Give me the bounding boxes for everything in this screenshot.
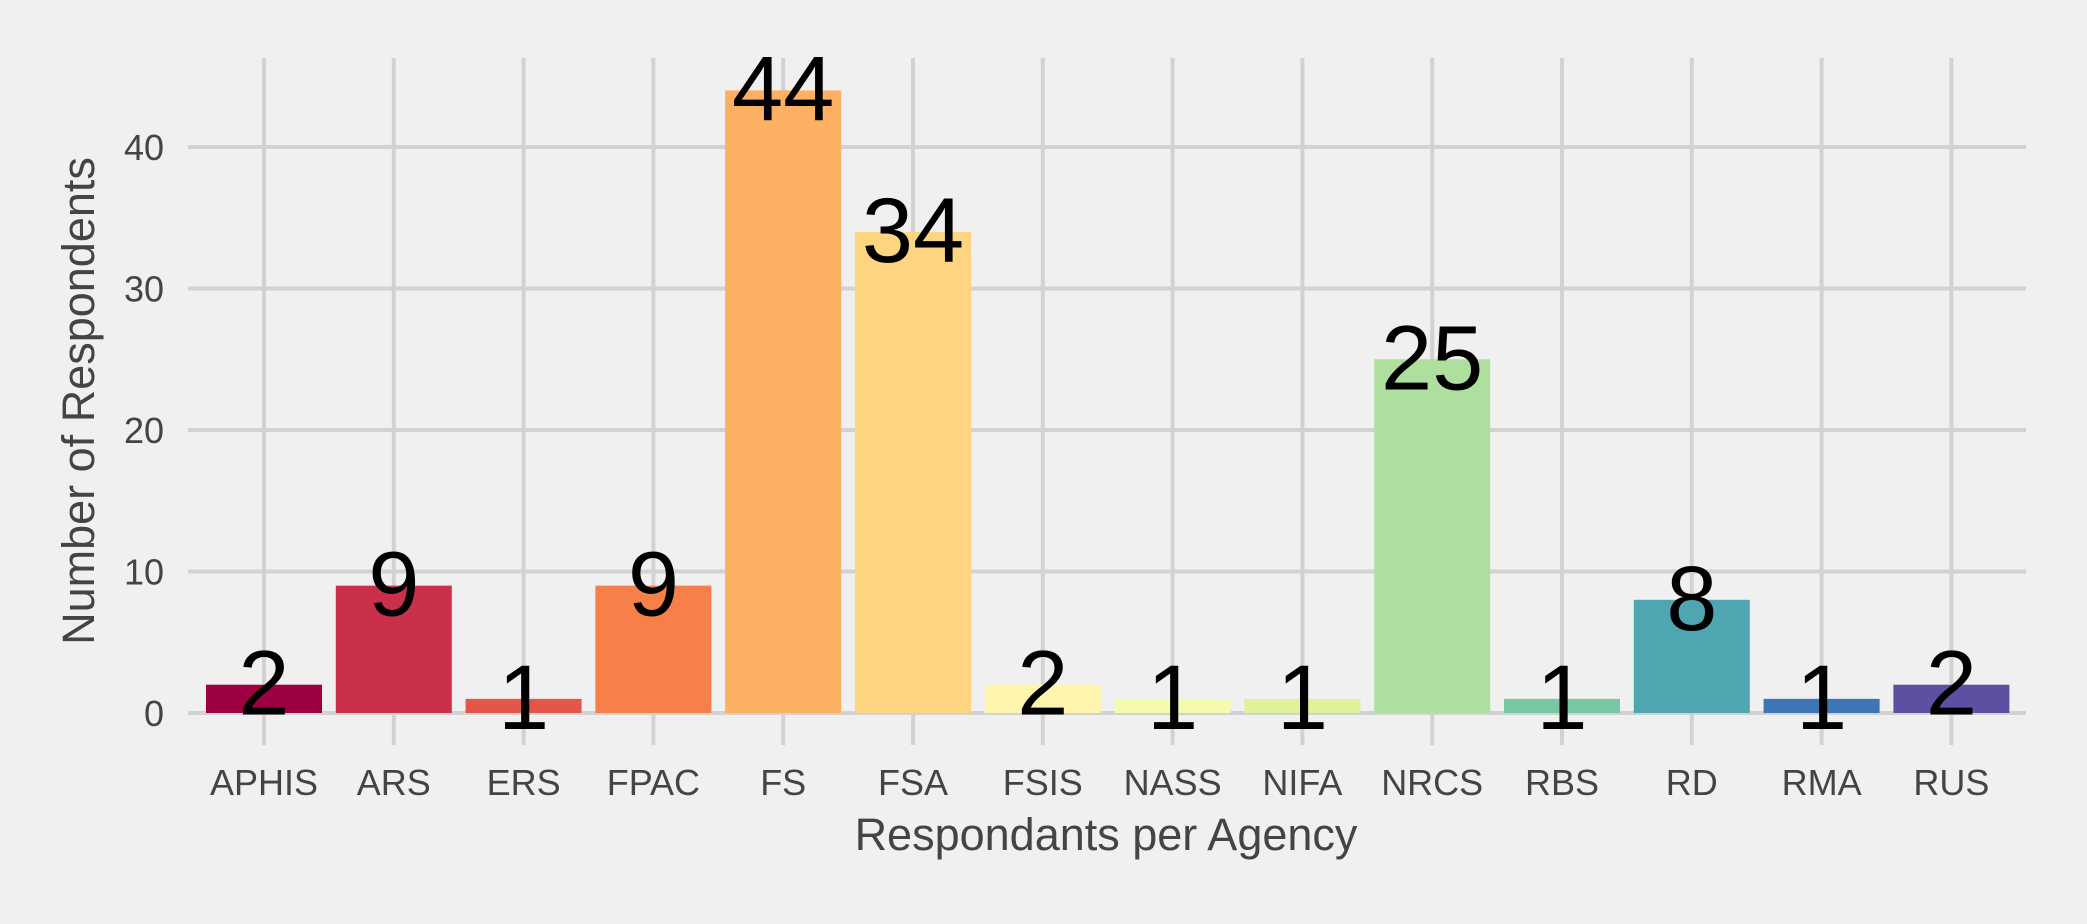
x-tick-label: FSA bbox=[878, 762, 948, 803]
bar-rbs bbox=[1504, 698, 1620, 713]
bar-rus bbox=[1893, 684, 2010, 713]
bar-value-label: 25 bbox=[1381, 307, 1483, 409]
bar-fsa bbox=[855, 231, 971, 713]
x-tick-label: FPAC bbox=[607, 762, 700, 803]
x-tick-label: FS bbox=[760, 762, 806, 803]
bar-value-label: 9 bbox=[628, 534, 679, 636]
x-tick-label: NIFA bbox=[1262, 762, 1342, 803]
bar-value-label: 9 bbox=[368, 534, 419, 636]
bar-value-label: 8 bbox=[1666, 548, 1717, 650]
y-tick-label: 20 bbox=[124, 410, 164, 451]
bar-rma bbox=[1763, 698, 1880, 713]
y-tick-label: 10 bbox=[124, 552, 164, 593]
y-tick-label: 30 bbox=[124, 269, 164, 310]
x-tick-label: ERS bbox=[487, 762, 561, 803]
bars bbox=[206, 90, 2010, 713]
x-tick-label: ARS bbox=[357, 762, 431, 803]
bar-nrcs bbox=[1374, 359, 1491, 713]
bar-fsis bbox=[984, 684, 1101, 713]
bar-fs bbox=[725, 90, 842, 713]
bar-value-label: 1 bbox=[1277, 647, 1328, 749]
bar-rd bbox=[1633, 599, 1750, 713]
x-tick-label: NRCS bbox=[1381, 762, 1483, 803]
horizontal-gridlines bbox=[188, 145, 2026, 715]
bar-value-label: 34 bbox=[862, 180, 964, 282]
x-axis-title: Respondants per Agency bbox=[855, 809, 1358, 860]
bar-value-label: 2 bbox=[1926, 633, 1977, 735]
bar-value-label: 2 bbox=[1017, 633, 1068, 735]
bar-ars bbox=[335, 585, 452, 713]
x-tick-label: FSIS bbox=[1003, 762, 1083, 803]
bar-nifa bbox=[1244, 698, 1361, 713]
bar-nass bbox=[1114, 698, 1231, 713]
x-tick-label: RUS bbox=[1913, 762, 1989, 803]
x-axis-tick-labels: APHIS ARS ERS FPAC FS FSA FSIS NASS NIFA NRCS RBS R… bbox=[210, 762, 1989, 803]
bar-value-label: 2 bbox=[238, 633, 289, 735]
bar-value-label: 1 bbox=[1536, 647, 1587, 749]
x-tick-label: APHIS bbox=[210, 762, 318, 803]
bar-fpac bbox=[595, 585, 712, 713]
x-tick-label: RMA bbox=[1782, 762, 1862, 803]
y-tick-label: 0 bbox=[144, 693, 164, 734]
x-tick-label: RBS bbox=[1525, 762, 1599, 803]
y-axis-tick-labels: 0 10 20 30 40 bbox=[124, 127, 164, 734]
bar-value-label: 44 bbox=[732, 38, 834, 140]
bar-value-label: 1 bbox=[498, 647, 549, 749]
y-tick-label: 40 bbox=[124, 127, 164, 168]
bar-aphis bbox=[206, 684, 322, 713]
y-axis-title: Number of Respondents bbox=[53, 157, 104, 645]
bar-value-label: 1 bbox=[1796, 647, 1847, 749]
x-tick-label: RD bbox=[1666, 762, 1718, 803]
bar-value-label: 1 bbox=[1147, 647, 1198, 749]
bar-ers bbox=[465, 698, 582, 713]
x-tick-label: NASS bbox=[1124, 762, 1222, 803]
